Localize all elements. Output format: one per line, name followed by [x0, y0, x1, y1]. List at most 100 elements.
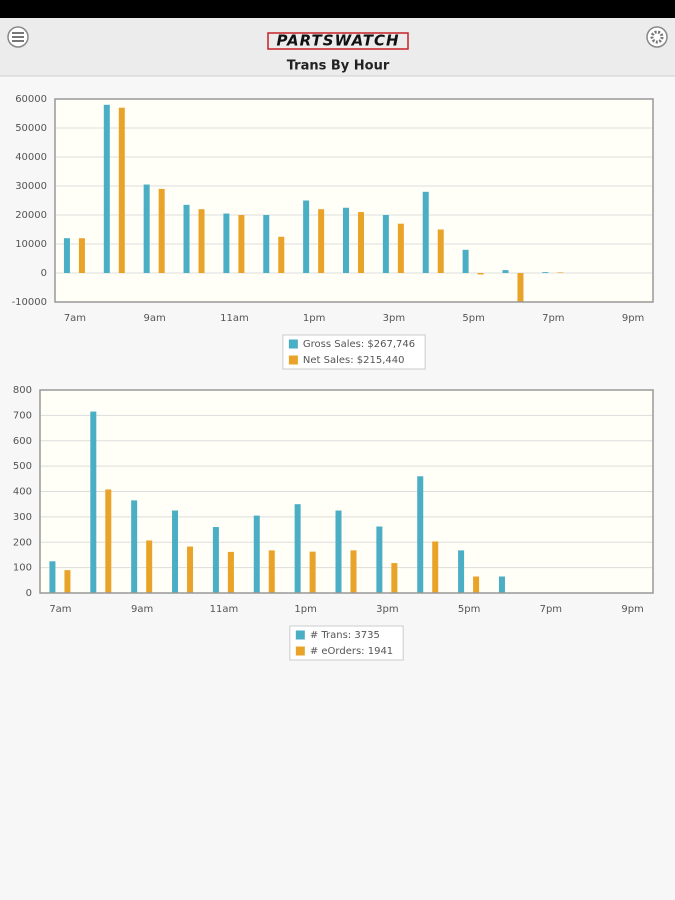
bar [432, 541, 439, 593]
y-tick-label: 800 [13, 385, 32, 396]
y-tick-label: 30000 [15, 181, 47, 192]
plot-border [54, 98, 654, 303]
bar [183, 204, 190, 273]
y-tick-label: 300 [13, 512, 32, 523]
legend-label: # Trans: 3735 [310, 630, 380, 641]
x-tick-label: 9pm [622, 313, 644, 324]
bar [198, 209, 205, 273]
bar [172, 510, 179, 593]
page-title: Trans By Hour [287, 59, 390, 74]
settings-button[interactable] [646, 26, 668, 48]
y-tick-label: 40000 [15, 152, 47, 163]
bar [309, 551, 316, 593]
logo: PARTSWATCH [276, 32, 399, 50]
bar [263, 215, 270, 273]
y-tick-label: 0 [41, 268, 47, 279]
bar [458, 550, 465, 593]
logo-frame [267, 32, 409, 50]
y-tick-label: -10000 [12, 297, 47, 308]
y-tick-label: 50000 [15, 123, 47, 134]
bar [417, 476, 424, 593]
bar [253, 515, 260, 593]
bar [502, 270, 509, 273]
bar [437, 229, 444, 273]
bar [103, 104, 110, 273]
bar [294, 504, 301, 593]
x-tick-label: 3pm [383, 313, 405, 324]
bar [90, 411, 97, 593]
x-tick-label: 11am [220, 313, 249, 324]
bar [238, 215, 245, 273]
y-tick-label: 200 [13, 537, 32, 548]
x-tick-label: 7pm [542, 313, 564, 324]
legend-label: Gross Sales: $267,746 [303, 339, 415, 350]
legend-box [289, 625, 404, 661]
bar [143, 184, 150, 273]
bar [268, 550, 275, 593]
bar [517, 273, 524, 302]
bar [498, 576, 505, 593]
y-tick-label: 500 [13, 461, 32, 472]
x-tick-label: 9am [131, 604, 153, 615]
bar [63, 238, 70, 273]
x-tick-label: 5pm [462, 313, 484, 324]
legend-label: # eOrders: 1941 [310, 646, 393, 657]
bar [64, 570, 71, 593]
bar [227, 551, 234, 593]
bar [303, 200, 310, 273]
bar [158, 188, 165, 273]
bar [397, 223, 404, 273]
x-tick-label: 9am [144, 313, 166, 324]
x-tick-label: 5pm [458, 604, 480, 615]
legend-swatch [295, 630, 305, 640]
bar [335, 510, 342, 593]
bar [187, 546, 194, 593]
bar [343, 207, 349, 273]
bar [358, 212, 364, 273]
x-tick-label: 9pm [621, 604, 643, 615]
status-bar [0, 0, 675, 18]
legend-swatch [288, 355, 298, 365]
bar [422, 191, 429, 273]
y-tick-label: 100 [13, 563, 32, 574]
y-tick-label: 600 [13, 436, 32, 447]
y-tick-label: 60000 [15, 94, 47, 105]
x-tick-label: 7pm [540, 604, 562, 615]
bar [350, 550, 357, 593]
legend-swatch [288, 339, 298, 349]
x-tick-label: 7am [64, 313, 86, 324]
x-tick-label: 1pm [303, 313, 325, 324]
bar [223, 213, 230, 273]
bar [318, 209, 325, 273]
bar [212, 527, 219, 593]
bar [376, 526, 383, 593]
bar [391, 563, 398, 593]
bar [473, 576, 480, 593]
bar [105, 489, 112, 593]
bar [382, 215, 389, 273]
y-tick-label: 10000 [15, 239, 47, 250]
legend-swatch [295, 646, 305, 656]
bar [477, 273, 484, 275]
x-tick-label: 1pm [294, 604, 316, 615]
bar [78, 238, 85, 273]
bar [278, 236, 285, 273]
y-tick-label: 0 [26, 588, 32, 599]
plot-area [55, 99, 653, 302]
bar [462, 249, 469, 273]
bar [131, 500, 138, 593]
x-tick-label: 3pm [376, 604, 398, 615]
plot-border [39, 389, 654, 594]
bar [49, 561, 56, 593]
bar [542, 272, 549, 273]
legend-box [282, 334, 426, 370]
x-tick-label: 7am [49, 604, 71, 615]
legend-label: Net Sales: $215,440 [303, 355, 405, 366]
y-tick-label: 700 [13, 410, 32, 421]
y-tick-label: 20000 [15, 210, 47, 221]
menu-button[interactable] [7, 26, 29, 48]
app-header [0, 18, 675, 76]
bar [118, 107, 125, 273]
x-tick-label: 11am [210, 604, 239, 615]
